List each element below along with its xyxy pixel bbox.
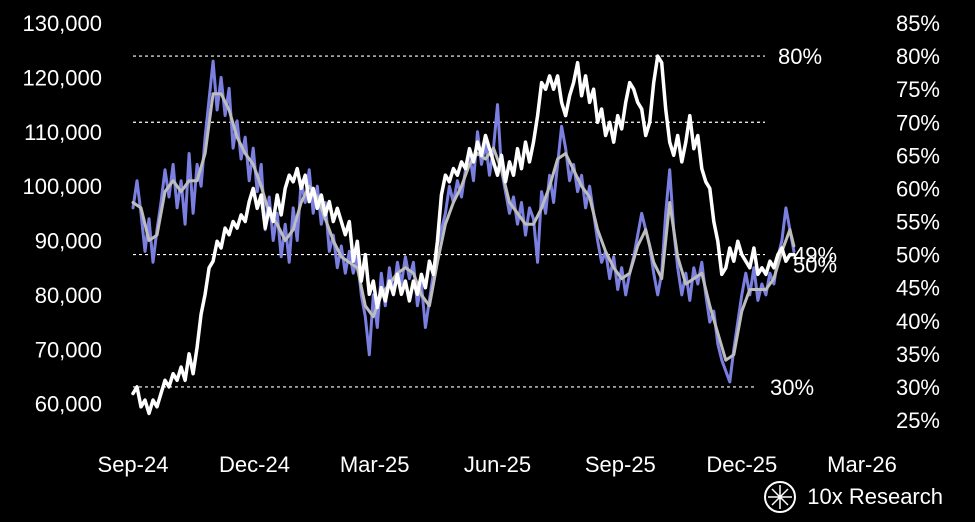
y-left-tick-label: 110,000 bbox=[24, 120, 102, 145]
y-right-tick-label: 75% bbox=[896, 77, 940, 102]
reference-line-label: 30% bbox=[770, 375, 814, 400]
y-right-tick-label: 80% bbox=[896, 44, 940, 69]
x-tick-label: Sep-25 bbox=[585, 452, 656, 477]
y-left-tick-label: 90,000 bbox=[35, 229, 102, 254]
y-left-tick-label: 60,000 bbox=[35, 392, 102, 417]
y-axis-left: 60,000 70,000 80,000 90,000 100,000 110,000 12… bbox=[22, 11, 102, 417]
y-right-tick-label: 55% bbox=[896, 210, 940, 235]
y-right-tick-label: 65% bbox=[896, 143, 940, 168]
y-right-tick-label: 25% bbox=[896, 408, 940, 433]
x-tick-label: Dec-24 bbox=[219, 452, 290, 477]
series-line-2 bbox=[131, 92, 796, 362]
end-value-label: 50% bbox=[793, 253, 837, 278]
y-axis-right: 25% 30% 35% 40% 45% 50% 55% 60% 65% 70% 75% 80% 85% bbox=[896, 11, 940, 433]
brand-watermark: 10x Research bbox=[763, 480, 943, 514]
y-right-tick-label: 40% bbox=[896, 309, 940, 334]
y-left-tick-label: 130,000 bbox=[22, 11, 102, 36]
reference-labels: 80% 30% 49%50% bbox=[770, 44, 837, 400]
y-left-tick-label: 70,000 bbox=[35, 337, 102, 362]
y-right-tick-label: 85% bbox=[896, 11, 940, 36]
x-tick-label: Mar-26 bbox=[827, 452, 897, 477]
x-axis: Sep-24 Dec-24 Mar-25 Jun-25 Sep-25 Dec-25 Mar-… bbox=[98, 452, 897, 477]
end-value-label: 49% bbox=[793, 243, 837, 268]
y-left-tick-label: 120,000 bbox=[22, 65, 102, 90]
x-tick-label: Mar-25 bbox=[340, 452, 410, 477]
y-right-tick-label: 30% bbox=[896, 375, 940, 400]
y-right-tick-label: 70% bbox=[896, 110, 940, 135]
y-right-tick-label: 60% bbox=[896, 176, 940, 201]
x-tick-label: Sep-24 bbox=[98, 452, 169, 477]
brand-name: 10x Research bbox=[807, 484, 943, 509]
y-right-tick-label: 35% bbox=[896, 342, 940, 367]
y-left-tick-label: 80,000 bbox=[35, 283, 102, 308]
series-line-3 bbox=[131, 54, 796, 416]
y-right-tick-label: 50% bbox=[896, 243, 940, 268]
series-layer bbox=[131, 54, 796, 416]
x-tick-label: Jun-25 bbox=[464, 452, 531, 477]
reference-line-label: 80% bbox=[778, 44, 822, 69]
y-right-tick-label: 45% bbox=[896, 276, 940, 301]
y-left-tick-label: 100,000 bbox=[22, 174, 102, 199]
brand-logo-icon bbox=[764, 481, 797, 513]
reference-lines bbox=[133, 55, 765, 388]
x-tick-label: Dec-25 bbox=[706, 452, 777, 477]
